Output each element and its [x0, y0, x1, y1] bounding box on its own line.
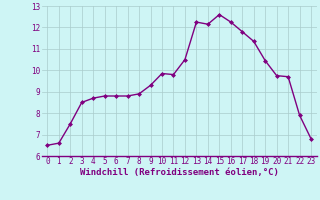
X-axis label: Windchill (Refroidissement éolien,°C): Windchill (Refroidissement éolien,°C) — [80, 168, 279, 177]
